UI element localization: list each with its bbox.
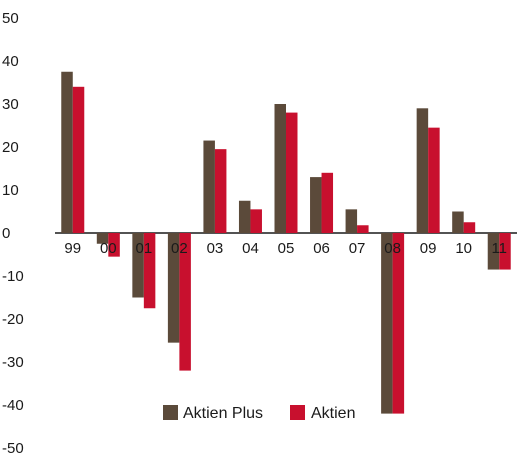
bar-aktien-00 (108, 233, 120, 257)
y-tick-label: -10 (2, 268, 24, 285)
x-category-label: 05 (278, 240, 295, 257)
x-category-label: 09 (420, 240, 437, 257)
x-category-label: 07 (349, 240, 366, 257)
bar-aktien-05 (286, 112, 298, 233)
bar-aktien-01 (143, 233, 156, 309)
bar-aktien-plus-10 (452, 211, 464, 233)
bar-aktien-plus-08 (381, 233, 393, 414)
y-tick-label: 20 (2, 139, 19, 156)
bar-aktien-plus-07 (345, 209, 358, 233)
y-tick-label: 40 (2, 53, 19, 70)
x-category-label: 02 (171, 240, 188, 257)
y-tick-label: 30 (2, 96, 19, 113)
x-category-label: 99 (64, 240, 81, 257)
legend-swatch-aktien (290, 405, 305, 420)
y-axis-tick-labels: 50 40 30 20 10 0 -10 -20 -30 -40 -50 (2, 10, 24, 457)
bar-aktien-09 (428, 127, 440, 233)
x-category-label: 08 (384, 240, 401, 257)
legend: Aktien Plus Aktien (163, 405, 355, 422)
x-category-label: 00 (100, 240, 117, 257)
bar-aktien-plus-03 (203, 140, 215, 233)
bar-aktien-10 (463, 222, 476, 233)
y-tick-label: 10 (2, 182, 19, 199)
y-tick-label: 50 (2, 10, 19, 27)
x-category-label: 10 (455, 240, 472, 257)
category-labels: 99 00 01 02 03 04 05 06 07 08 09 10 11 (64, 240, 507, 257)
bar-aktien-plus-00 (96, 233, 109, 244)
x-category-label: 01 (136, 240, 153, 257)
legend-label-aktien-plus: Aktien Plus (183, 405, 263, 422)
bar-aktien-06 (321, 172, 334, 233)
x-category-label: 04 (242, 240, 259, 257)
bar-aktien-99 (72, 86, 85, 233)
legend-swatch-aktien-plus (163, 405, 178, 420)
bar-aktien-plus-09 (416, 108, 429, 233)
bar-aktien-plus-99 (61, 71, 73, 233)
bar-aktien-plus-04 (238, 200, 251, 233)
bar-aktien-04 (250, 209, 262, 233)
y-tick-label: 0 (2, 225, 10, 242)
bar-aktien-plus-01 (132, 233, 144, 298)
bar-aktien-11 (499, 233, 511, 270)
bars-group (61, 71, 511, 414)
y-tick-label: -50 (2, 440, 24, 455)
y-tick-label: -20 (2, 311, 24, 328)
legend-label-aktien: Aktien (311, 405, 355, 422)
bar-aktien-plus-06 (310, 177, 322, 233)
bar-aktien-02 (179, 233, 191, 371)
bar-aktien-plus-05 (274, 104, 286, 233)
bar-aktien-07 (357, 225, 369, 233)
x-category-label: 11 (491, 240, 507, 257)
bar-aktien-plus-11 (487, 233, 500, 270)
x-category-label: 06 (313, 240, 330, 257)
x-category-label: 03 (207, 240, 224, 257)
bar-aktien-03 (214, 149, 227, 233)
bar-aktien-08 (392, 233, 405, 414)
y-tick-label: -40 (2, 397, 24, 414)
bar-aktien-plus-02 (167, 233, 180, 343)
y-tick-label: -30 (2, 354, 24, 371)
